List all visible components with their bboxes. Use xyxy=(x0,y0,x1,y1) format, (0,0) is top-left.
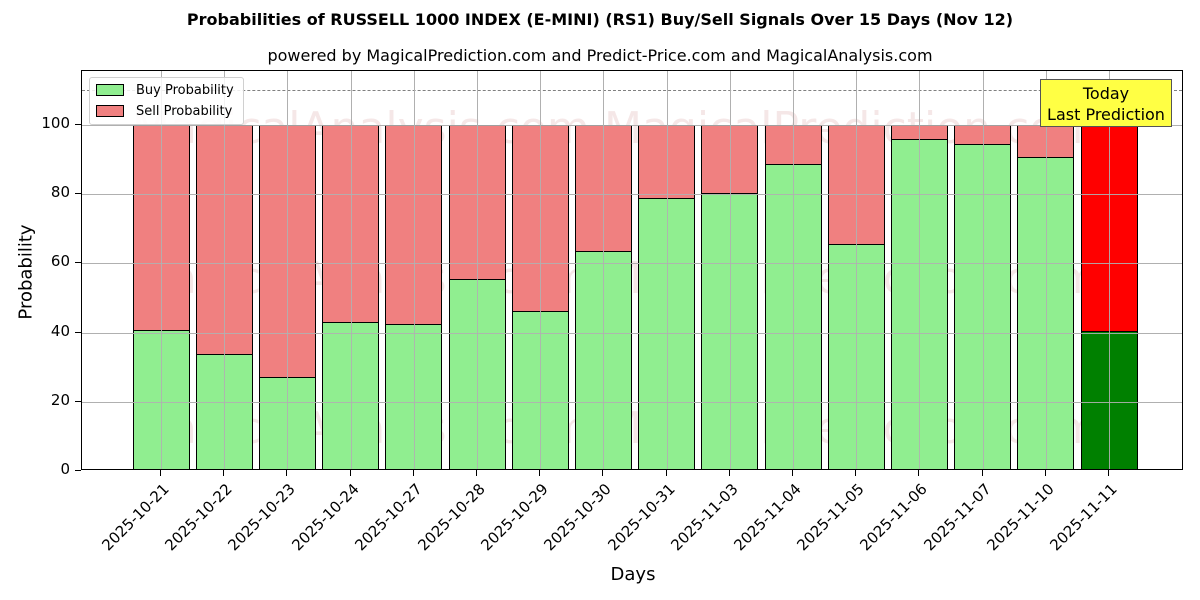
grid-line-v xyxy=(603,71,605,469)
grid-line-v xyxy=(287,71,289,469)
x-tick xyxy=(160,470,161,476)
x-tick xyxy=(539,470,541,476)
x-tick xyxy=(286,470,288,476)
x-tick xyxy=(792,470,793,476)
x-tick xyxy=(855,470,857,476)
grid-line-v xyxy=(666,71,668,469)
grid-line-v xyxy=(729,71,731,469)
x-tick xyxy=(349,470,351,476)
grid-line-h xyxy=(82,332,1182,334)
y-tick-label: 40 xyxy=(50,321,70,340)
grid-line-v xyxy=(477,71,478,469)
grid-line-v xyxy=(540,71,542,469)
grid-line-v xyxy=(1045,71,1047,469)
y-tick xyxy=(75,470,81,471)
grid-line-v xyxy=(161,71,162,469)
legend-item-sell: Sell Probability xyxy=(96,103,233,119)
today-line1: Today xyxy=(1082,84,1130,103)
x-tick xyxy=(1044,470,1046,476)
chart-title: Probabilities of RUSSELL 1000 INDEX (E-M… xyxy=(186,10,1014,29)
y-tick-label: 80 xyxy=(50,183,70,202)
today-line2: Last Prediction xyxy=(1047,105,1165,124)
x-tick xyxy=(223,470,225,476)
legend-sell-label: Sell Probability xyxy=(136,103,233,119)
chart-subtitle: powered by MagicalPrediction.com and Pre… xyxy=(267,46,933,65)
grid-line-v xyxy=(919,71,921,469)
grid-line-v xyxy=(1109,71,1110,469)
today-annotation: Today Last Prediction xyxy=(1040,79,1172,127)
y-tick-label: 100 xyxy=(41,114,70,132)
y-tick xyxy=(75,262,81,264)
y-tick-label: 60 xyxy=(50,252,70,271)
sell-swatch xyxy=(96,105,124,117)
x-tick xyxy=(665,470,667,476)
y-tick-label: 0 xyxy=(60,460,70,478)
x-tick xyxy=(476,470,477,476)
grid-line-h xyxy=(82,263,1182,265)
x-tick xyxy=(728,470,730,476)
reference-line xyxy=(82,90,1182,92)
legend-buy-label: Buy Probability xyxy=(136,82,234,98)
legend: Buy Probability Sell Probability xyxy=(89,77,244,125)
y-tick xyxy=(75,124,81,125)
grid-line-v xyxy=(793,71,794,469)
x-tick xyxy=(602,470,604,476)
buy-swatch xyxy=(96,84,124,96)
y-axis-label: Probability xyxy=(15,224,37,320)
plot-area: MagicalAnalysis.comMagicalPrediction.com… xyxy=(81,70,1183,470)
y-tick xyxy=(75,400,81,402)
grid-line-h xyxy=(82,125,1182,126)
y-tick-label: 20 xyxy=(50,390,70,409)
x-tick xyxy=(1108,470,1109,476)
y-tick xyxy=(75,331,81,333)
grid-line-v xyxy=(982,71,984,469)
x-tick xyxy=(918,470,920,476)
grid-line-v xyxy=(856,71,858,469)
grid-line-v xyxy=(350,71,352,469)
legend-item-buy: Buy Probability xyxy=(96,82,234,98)
grid-line-h xyxy=(82,401,1182,403)
grid-line-h xyxy=(82,194,1182,196)
grid-line-v xyxy=(413,71,415,469)
x-tick xyxy=(412,470,414,476)
y-tick xyxy=(75,193,81,195)
x-axis-label: Days xyxy=(610,564,656,585)
x-tick xyxy=(981,470,983,476)
grid-line-v xyxy=(224,71,226,469)
